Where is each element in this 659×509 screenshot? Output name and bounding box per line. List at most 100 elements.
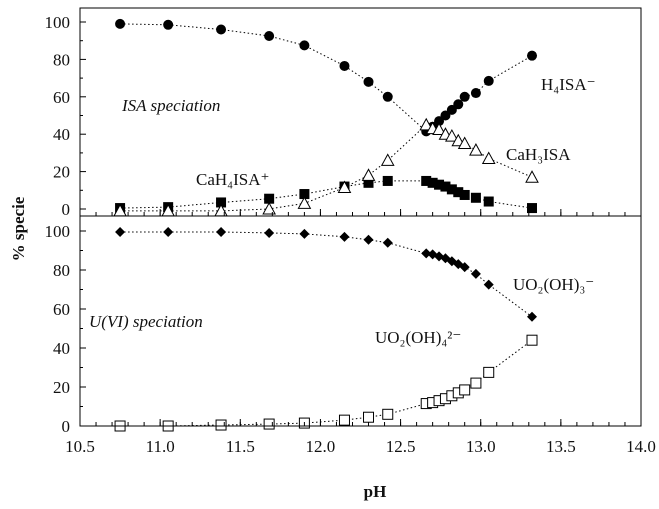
series-0-1-point — [459, 189, 470, 200]
series-1-0-group — [115, 226, 538, 322]
series-1-1-line — [120, 339, 533, 427]
series-1-0-point — [421, 248, 432, 259]
series-1-1-point — [459, 384, 471, 396]
series-1-1-point — [483, 366, 495, 378]
series-label: CaH₄ISA⁺ — [196, 170, 269, 189]
series-0-2-point — [432, 122, 446, 136]
x-tick-label: 13.5 — [546, 437, 576, 456]
x-tick-label: 11.5 — [226, 437, 255, 456]
series-0-0-point — [299, 40, 310, 51]
series-0-1-point — [440, 181, 451, 192]
y-tick-label: 80 — [53, 261, 70, 280]
series-1-1-point — [215, 419, 227, 431]
series-0-2-line — [120, 124, 533, 212]
x-axis-title: pH — [364, 482, 387, 501]
series-1-0-point — [483, 279, 494, 290]
series-0-0-line — [120, 23, 533, 133]
series-0-1-line — [120, 180, 533, 209]
x-tick-label: 11.0 — [146, 437, 175, 456]
y-tick-label: 20 — [53, 378, 70, 397]
series-1-1-point — [338, 414, 350, 426]
series-label: H₄ISA⁻ — [541, 75, 596, 94]
series-1-0-point — [264, 227, 275, 238]
series-0-1-point — [446, 184, 457, 195]
series-0-2-point — [361, 168, 376, 181]
series-0-1-point — [264, 193, 275, 204]
series-0-1-point — [427, 177, 438, 188]
series-1-0-point — [216, 226, 227, 237]
series-0-1-point — [382, 175, 393, 186]
series-1-0-point — [339, 231, 350, 242]
series-0-1-point — [483, 196, 494, 207]
series-0-0-point — [483, 75, 494, 86]
series-1-1-group — [114, 334, 538, 432]
series-0-1-group — [115, 175, 538, 214]
series-label: UO₂(OH)₃⁻ — [513, 275, 594, 294]
series-1-0-line — [120, 231, 533, 318]
series-0-2-point — [481, 151, 496, 165]
series-0-0-point — [115, 18, 126, 29]
series-0-2-point — [262, 201, 276, 215]
series-0-2-point — [380, 153, 395, 166]
y-tick-label: 60 — [53, 300, 70, 319]
top-panel: H₄ISA⁻ CaH₃ISA CaH₄ISA⁺ ISA speciation — [113, 18, 596, 217]
series-0-1-point — [299, 189, 310, 200]
y-tick-label: 40 — [53, 339, 70, 358]
series-0-1-point — [434, 179, 445, 190]
series-label: CaH₃ISA — [506, 145, 571, 164]
series-0-0-point — [216, 24, 227, 35]
plot-frame — [79, 7, 642, 427]
series-1-0-point — [382, 237, 393, 248]
series-0-2-point — [469, 143, 483, 156]
x-tick-label: 13.0 — [466, 437, 496, 456]
series-0-1-point — [216, 197, 227, 208]
series-0-1-point — [363, 177, 374, 188]
series-0-1-point — [453, 187, 464, 198]
series-0-0-point — [470, 88, 481, 99]
y-tick-label: 0 — [62, 417, 71, 436]
y-axis-title: % specie — [9, 196, 28, 261]
series-0-0-point — [382, 91, 393, 102]
series-0-2-point — [445, 129, 459, 142]
series-0-0-point — [527, 50, 538, 61]
x-tick-label: 12.5 — [386, 437, 416, 456]
y-tick-label: 20 — [53, 163, 70, 182]
panel-annotation: ISA speciation — [121, 96, 220, 115]
series-1-0-point — [299, 228, 310, 239]
series-0-0-point — [163, 19, 174, 30]
x-tick-label: 10.5 — [65, 437, 95, 456]
y-tick-label: 100 — [45, 13, 71, 32]
x-tick-label: 12.0 — [306, 437, 336, 456]
y-tick-label: 100 — [45, 222, 71, 241]
series-1-1-point — [382, 408, 394, 420]
y-tick-label: 40 — [53, 125, 70, 144]
series-0-0-point — [339, 60, 350, 71]
series-1-0-point — [527, 311, 538, 322]
series-1-0-point — [163, 226, 174, 237]
series-0-0-point — [453, 99, 464, 110]
series-1-0-point — [459, 262, 470, 273]
series-0-2-point — [419, 117, 434, 131]
y-tick-label: 80 — [53, 50, 70, 69]
x-tick-label: 14.0 — [626, 437, 656, 456]
series-0-1-point — [527, 203, 538, 214]
series-0-2-point — [525, 170, 539, 183]
series-0-0-point — [459, 91, 470, 102]
axis-titles: pH % specie — [9, 196, 386, 501]
series-1-1-point — [263, 418, 275, 430]
panel-annotation: U(VI) speciation — [89, 312, 203, 331]
axes-frame: 10.5 11.0 11.5 12.0 12.5 13.0 13.5 14.0 0 20 40 60 8… — [45, 7, 656, 456]
series-0-2-point — [337, 180, 352, 193]
bottom-panel: UO₂(OH)₃⁻ UO₂(OH)₄²⁻ U(VI) speciation — [89, 226, 594, 432]
y-tick-label: 0 — [62, 200, 71, 219]
series-0-0-point — [264, 31, 275, 42]
series-1-0-point — [115, 226, 126, 237]
series-0-1-point — [470, 192, 481, 203]
series-label: UO₂(OH)₄²⁻ — [375, 328, 461, 347]
series-1-1-point — [526, 334, 538, 346]
series-1-0-point — [363, 234, 374, 245]
y-tick-label: 60 — [53, 88, 70, 107]
series-0-0-group — [115, 18, 538, 137]
